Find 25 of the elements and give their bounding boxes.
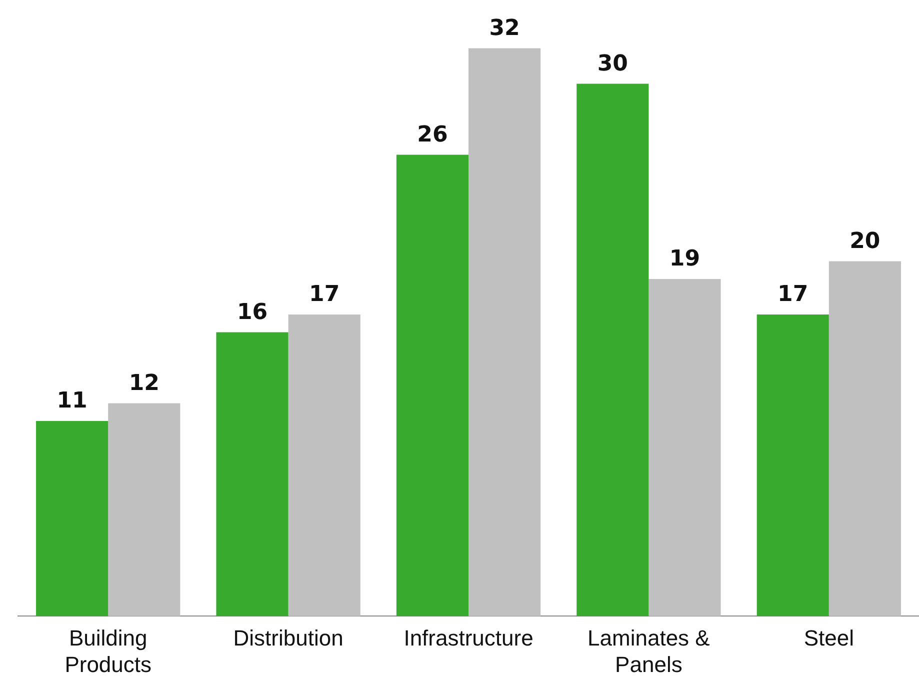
- data-label: 30: [597, 51, 628, 76]
- bar: [396, 154, 468, 616]
- bar: [216, 332, 288, 616]
- x-tick-label: Distribution: [233, 625, 344, 650]
- data-label: 11: [56, 388, 88, 414]
- x-tick-label: Steel: [804, 625, 854, 650]
- bar: [756, 314, 829, 616]
- bar: [648, 278, 721, 616]
- bar: [576, 84, 649, 616]
- data-label: 16: [236, 300, 268, 325]
- bar: [828, 261, 901, 616]
- bar: [288, 314, 360, 616]
- data-label: 32: [489, 16, 520, 41]
- data-label: 12: [128, 370, 160, 396]
- data-label: 17: [309, 282, 340, 308]
- data-label: 20: [850, 228, 880, 254]
- data-label: 19: [669, 246, 700, 272]
- bar: [108, 403, 180, 616]
- x-tick-label: Infrastructure: [404, 625, 534, 650]
- x-tick-label: Laminates & Panels: [588, 625, 710, 677]
- bar: [468, 48, 541, 616]
- x-tick-label: Building Products: [64, 625, 152, 677]
- data-label: 17: [778, 282, 808, 308]
- bar: [36, 420, 108, 616]
- data-label: 26: [417, 122, 448, 148]
